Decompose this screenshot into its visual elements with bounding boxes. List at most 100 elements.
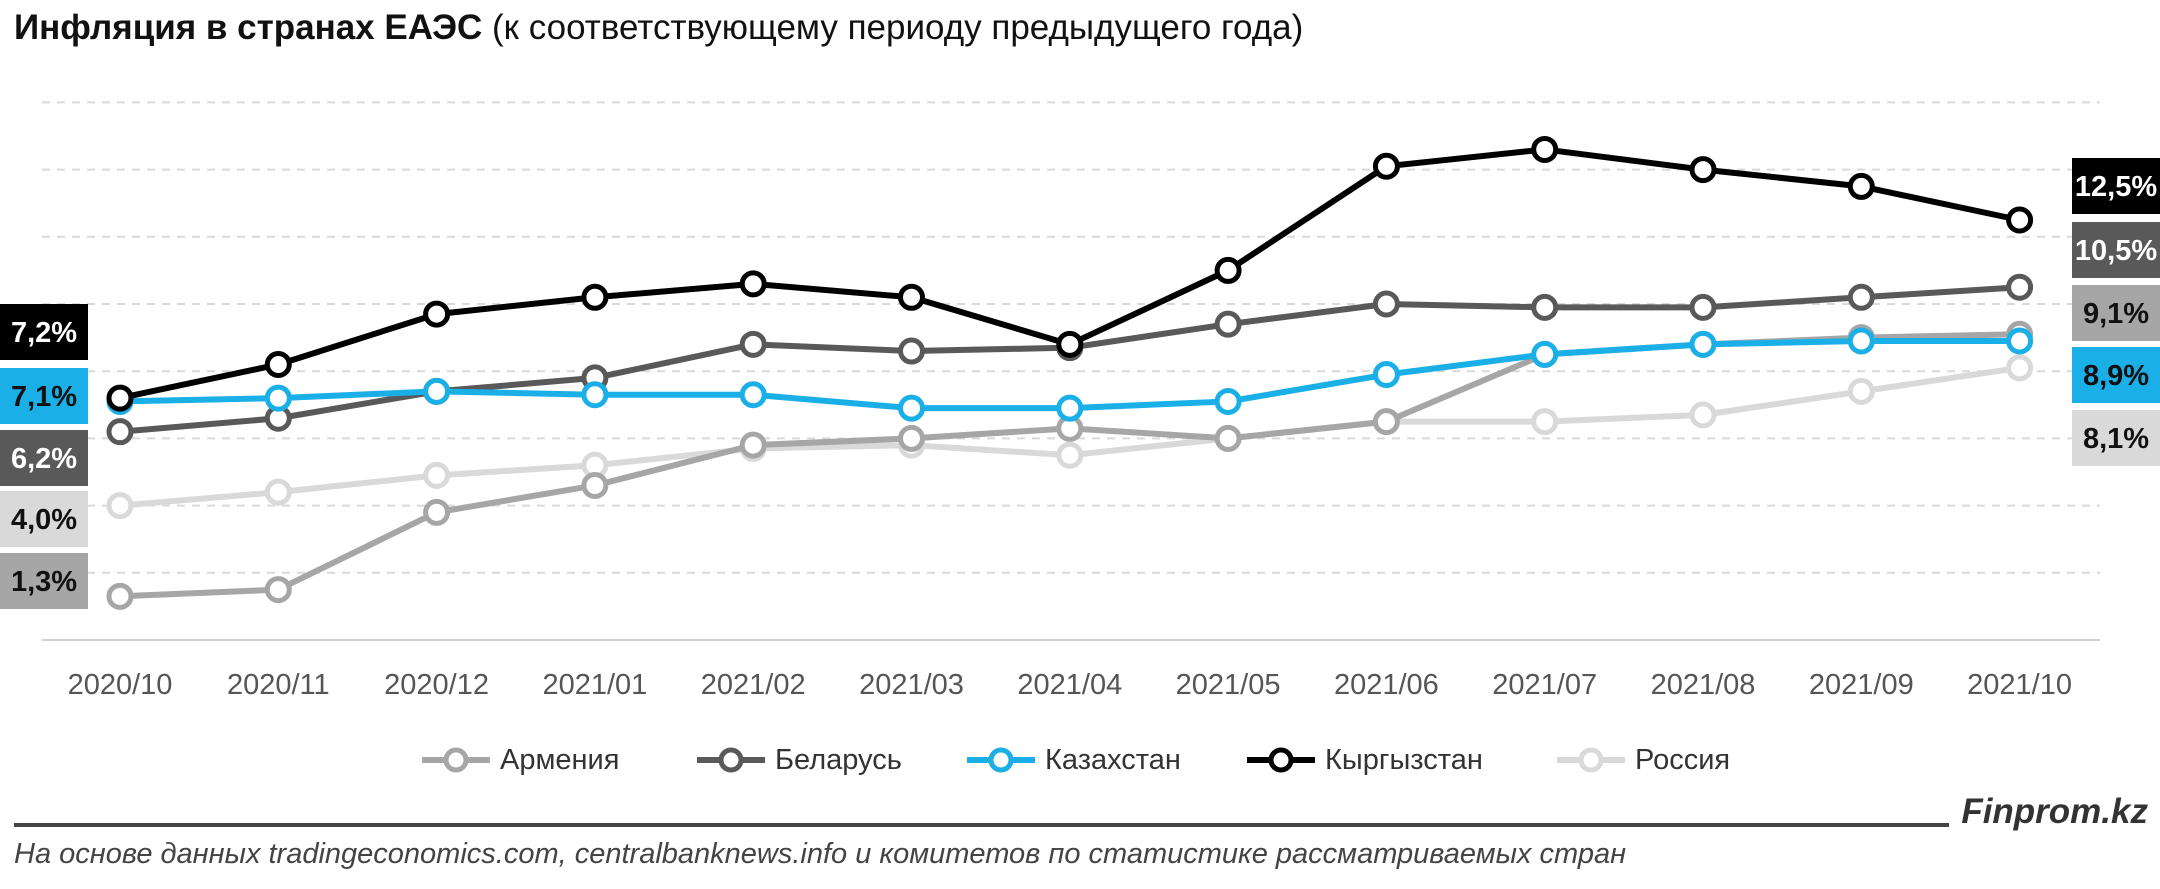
data-point bbox=[581, 471, 609, 499]
x-tick-label: 2021/04 bbox=[1017, 669, 1122, 701]
data-point bbox=[1847, 377, 1875, 405]
x-tick-label: 2020/12 bbox=[384, 669, 489, 701]
data-point bbox=[423, 498, 451, 526]
x-tick-label: 2021/09 bbox=[1809, 669, 1914, 701]
data-point bbox=[739, 330, 767, 358]
legend-label: Россия bbox=[1635, 743, 1731, 776]
data-point bbox=[898, 283, 925, 311]
data-point bbox=[898, 394, 925, 422]
data-point bbox=[2006, 327, 2034, 355]
start-label-Россия: 4,0% bbox=[0, 491, 88, 547]
legend-item: Кыргызстан bbox=[1245, 740, 1483, 780]
brand-logo-text: Finprom.kz bbox=[1961, 792, 2148, 831]
x-tick-label: 2021/08 bbox=[1651, 669, 1756, 701]
legend-label: Кыргызстан bbox=[1325, 743, 1483, 776]
end-label-Кыргызстан: 12,5% bbox=[2072, 158, 2160, 214]
legend-marker bbox=[697, 747, 765, 773]
svg-text:10,5%: 10,5% bbox=[2075, 235, 2157, 267]
x-tick-label: 2021/05 bbox=[1176, 669, 1281, 701]
data-point bbox=[898, 337, 925, 365]
data-point bbox=[106, 582, 134, 610]
data-point bbox=[1531, 135, 1559, 163]
legend-item: Казахстан bbox=[965, 740, 1181, 780]
series-Россия bbox=[106, 354, 2034, 520]
legend-item: Россия bbox=[1555, 740, 1730, 780]
svg-text:7,2%: 7,2% bbox=[11, 317, 77, 349]
data-point bbox=[1689, 330, 1717, 358]
svg-text:12,5%: 12,5% bbox=[2075, 171, 2157, 203]
svg-text:8,1%: 8,1% bbox=[2083, 423, 2149, 455]
end-label-Беларусь: 10,5% bbox=[2072, 222, 2160, 278]
data-point bbox=[1372, 361, 1400, 389]
data-point bbox=[1689, 293, 1717, 321]
data-point bbox=[1214, 310, 1242, 338]
data-point bbox=[1372, 152, 1400, 180]
legend-marker bbox=[1247, 747, 1315, 773]
svg-text:7,1%: 7,1% bbox=[11, 381, 77, 413]
svg-text:9,1%: 9,1% bbox=[2083, 298, 2149, 330]
end-label-Армения: 9,1% bbox=[2072, 285, 2160, 341]
data-point bbox=[106, 384, 134, 412]
svg-text:6,2%: 6,2% bbox=[11, 443, 77, 475]
data-point bbox=[264, 384, 292, 412]
data-point bbox=[1372, 290, 1400, 318]
data-point bbox=[2006, 206, 2034, 234]
series-Казахстан bbox=[106, 327, 2034, 422]
data-point bbox=[581, 381, 609, 409]
data-point bbox=[264, 576, 292, 604]
data-point bbox=[1847, 283, 1875, 311]
data-point bbox=[581, 283, 609, 311]
data-point bbox=[1689, 401, 1717, 429]
legend-marker bbox=[422, 747, 490, 773]
data-point bbox=[739, 270, 767, 298]
legend-label: Беларусь bbox=[775, 743, 902, 776]
data-point bbox=[739, 431, 767, 459]
start-label-Беларусь: 6,2% bbox=[0, 430, 88, 486]
start-label-Кыргызстан: 7,2% bbox=[0, 304, 88, 360]
data-point bbox=[1531, 408, 1559, 436]
data-point bbox=[264, 478, 292, 506]
data-point bbox=[1689, 156, 1717, 184]
x-tick-label: 2020/10 bbox=[68, 669, 173, 701]
data-point bbox=[1214, 256, 1242, 284]
x-tick-label: 2020/11 bbox=[227, 669, 330, 701]
data-point bbox=[1056, 330, 1084, 358]
svg-text:1,3%: 1,3% bbox=[11, 566, 77, 598]
chart: 2020/10 2020/11 2020/12 2021/01 2021/02 2021/… bbox=[0, 101, 2160, 701]
legend-marker bbox=[1557, 747, 1625, 773]
end-label-Казахстан: 8,9% bbox=[2072, 347, 2160, 403]
data-point bbox=[1214, 424, 1242, 452]
legend-label: Казахстан bbox=[1045, 743, 1181, 776]
legend-marker bbox=[967, 747, 1035, 773]
data-point bbox=[898, 424, 925, 452]
start-label-Армения: 1,3% bbox=[0, 553, 88, 609]
data-point bbox=[1056, 394, 1084, 422]
data-point bbox=[423, 300, 451, 328]
legend: Армения Беларусь Казахстан Кыргызстан Россия bbox=[0, 740, 2160, 780]
chart-title-rest: (к соответствующему периоду предыдущего … bbox=[482, 8, 1304, 47]
data-point bbox=[423, 377, 451, 405]
data-point bbox=[1056, 441, 1084, 469]
legend-label: Армения bbox=[500, 743, 620, 776]
data-point bbox=[264, 350, 292, 378]
data-point bbox=[739, 381, 767, 409]
chart-title-bold: Инфляция в странах ЕАЭС bbox=[14, 8, 483, 47]
x-tick-label: 2021/07 bbox=[1492, 669, 1597, 701]
x-tick-label: 2021/10 bbox=[1967, 669, 2072, 701]
x-tick-label: 2021/02 bbox=[701, 669, 806, 701]
data-point bbox=[1531, 340, 1559, 368]
start-label-Казахстан: 7,1% bbox=[0, 368, 88, 424]
x-axis-ticks: 2020/10 2020/11 2020/12 2021/01 2021/02 2021/… bbox=[68, 669, 2072, 701]
chart-title: Инфляция в странах ЕАЭС (к соответствующ… bbox=[14, 8, 1303, 48]
legend-item: Беларусь bbox=[695, 740, 902, 780]
data-point bbox=[1214, 387, 1242, 415]
data-point bbox=[106, 492, 134, 520]
data-point bbox=[1847, 327, 1875, 355]
x-tick-label: 2021/06 bbox=[1334, 669, 1439, 701]
end-labels: 1,3% 9,1% 6,2% 10,5% 7,1% 8,9% 7,2% 12,5% 4,0% 8,… bbox=[0, 158, 2160, 609]
data-point bbox=[423, 461, 451, 489]
svg-text:4,0%: 4,0% bbox=[11, 504, 77, 536]
data-point bbox=[106, 418, 134, 446]
series-Кыргызстан bbox=[106, 135, 2034, 412]
data-point bbox=[1847, 172, 1875, 200]
